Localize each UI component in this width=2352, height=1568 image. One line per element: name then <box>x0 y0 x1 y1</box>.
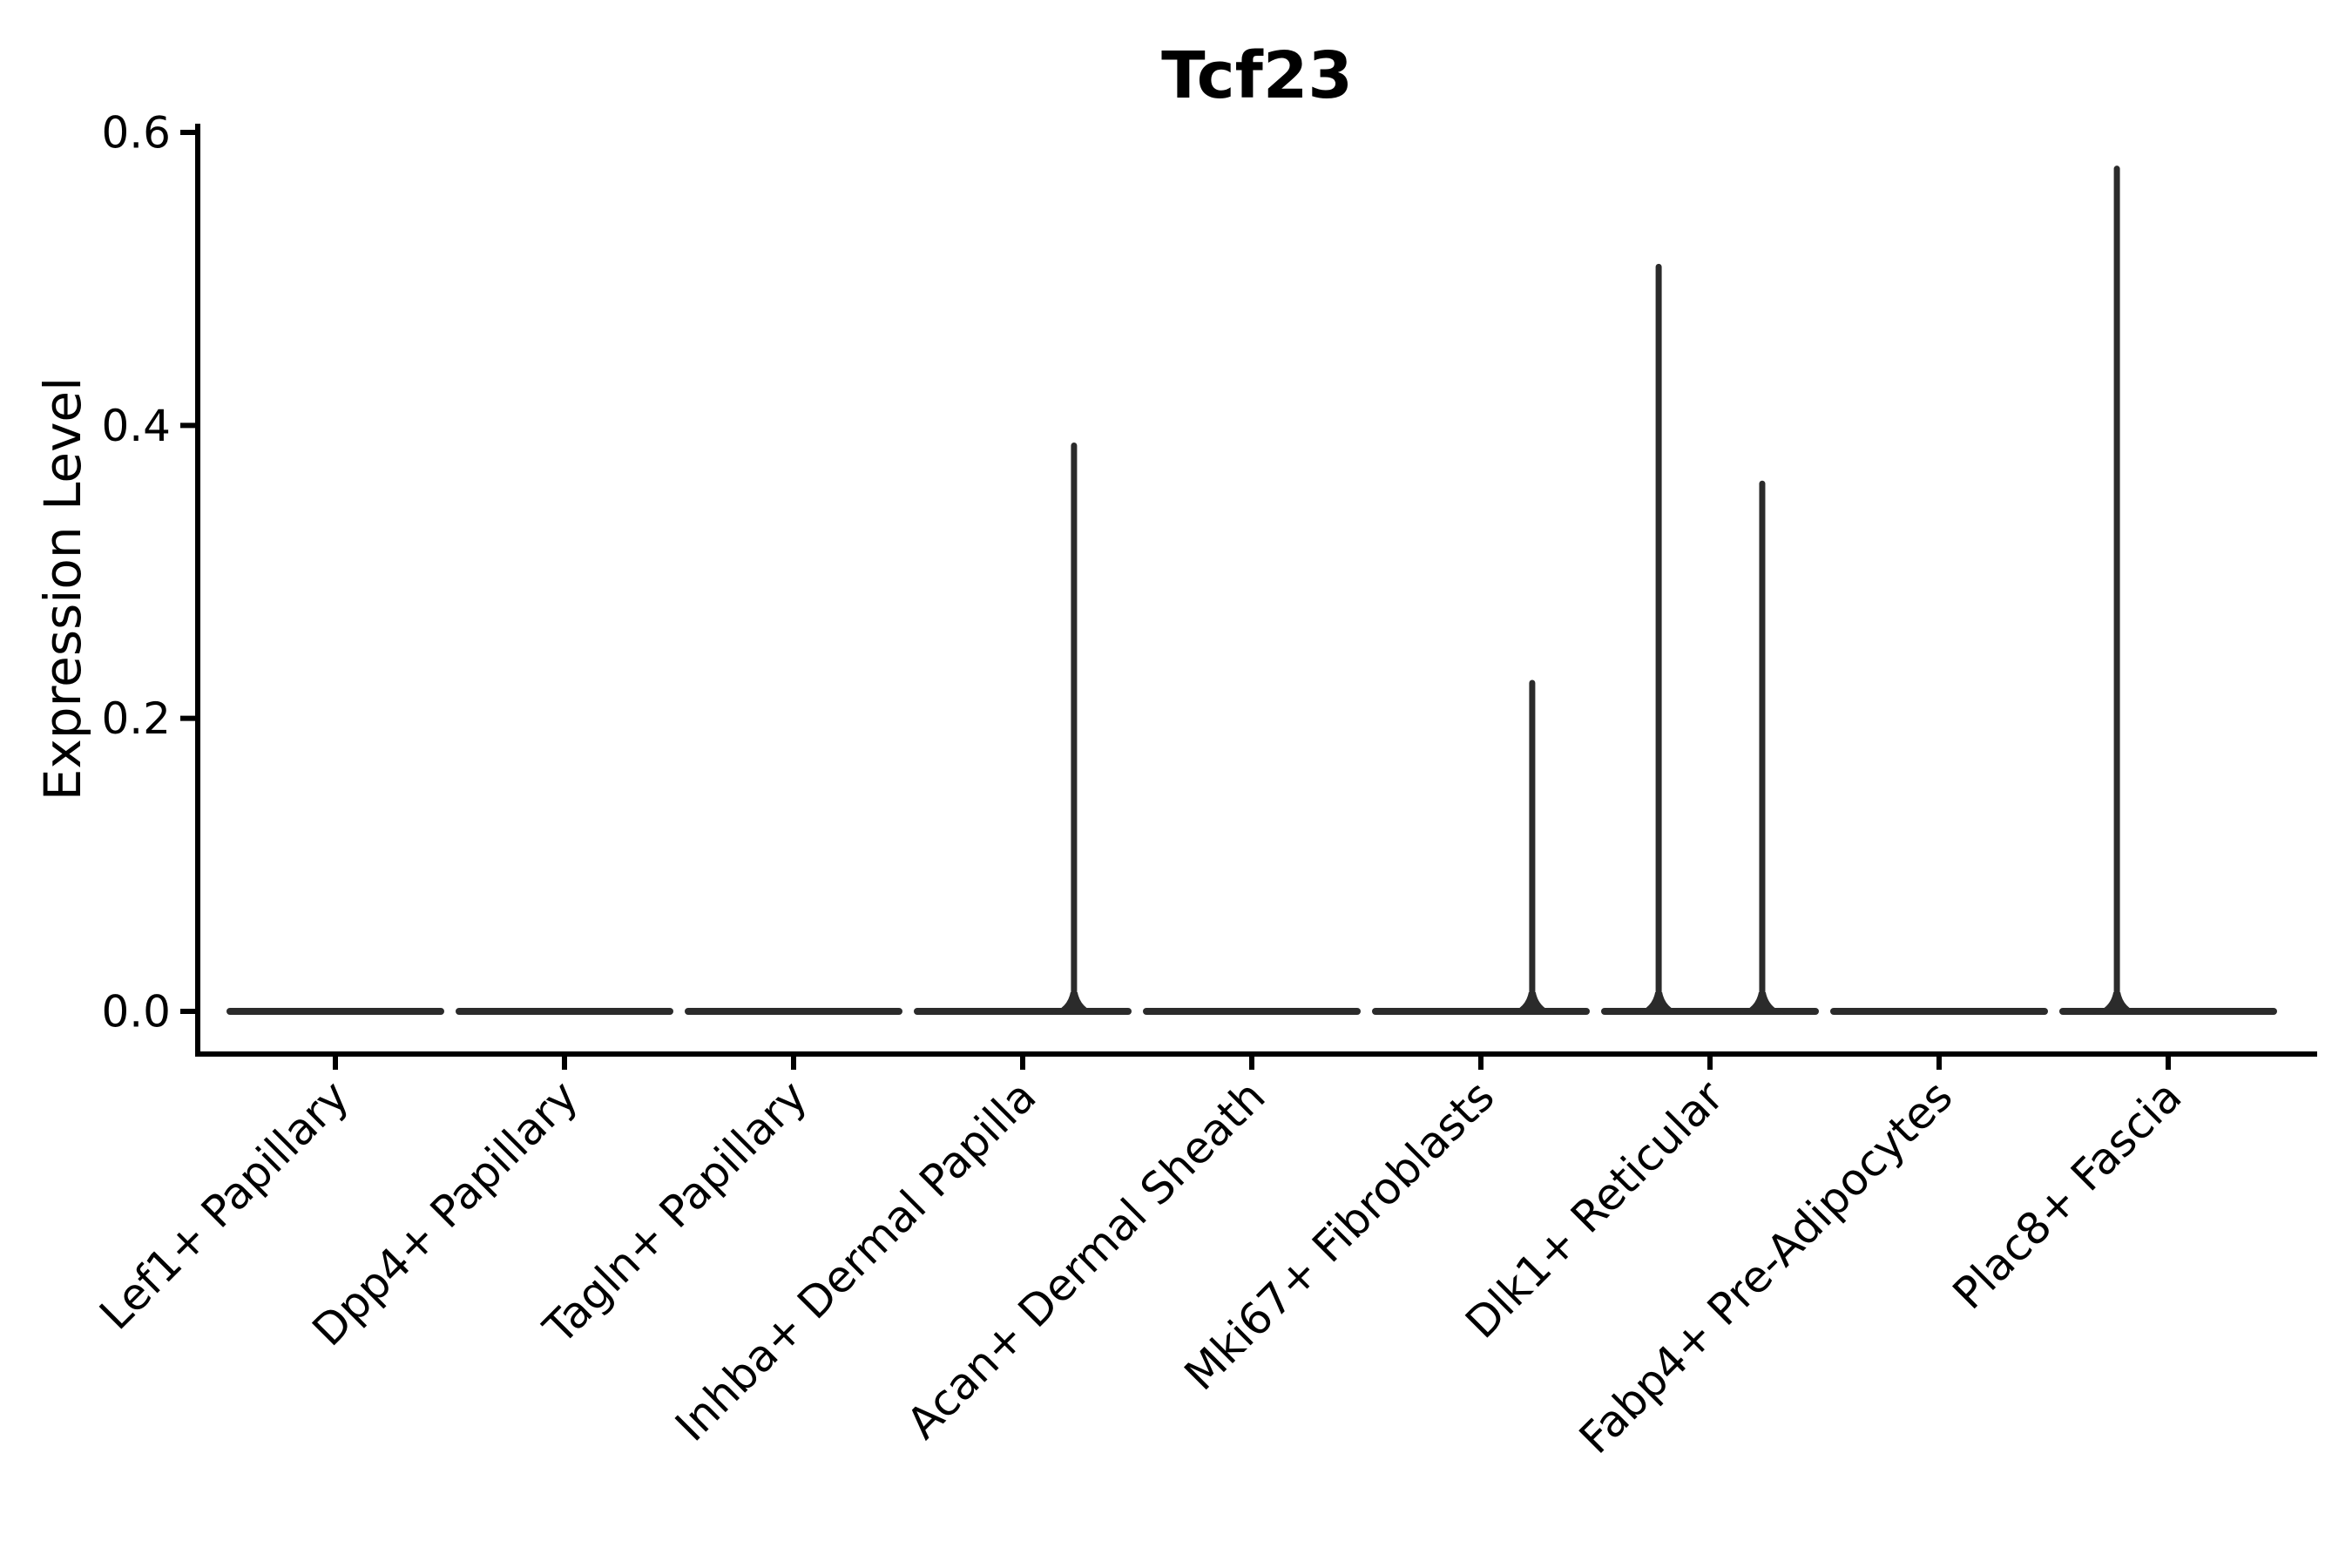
x-tick-label: Lef1+ Papillary <box>90 1071 358 1339</box>
violin-spike-foot <box>1045 992 1102 1014</box>
y-tick-label: 0.0 <box>101 987 171 1037</box>
violins <box>226 166 2277 1015</box>
y-tick-label: 0.2 <box>101 693 171 744</box>
violin-spike-foot <box>1504 992 1560 1014</box>
axis-spines <box>195 124 2317 1057</box>
violin-spike-foot <box>2089 992 2146 1014</box>
y-tick-label: 0.6 <box>101 108 171 159</box>
y-tick-label: 0.4 <box>101 401 171 451</box>
violin-spike-foot <box>1631 992 1687 1014</box>
plot-title: Tcf23 <box>1161 38 1353 113</box>
x-tick-label: Fabp4+ Pre-Adipocytes <box>1570 1071 1963 1463</box>
x-tick-label: Plac8+ Fascia <box>1943 1071 2192 1319</box>
y-axis-label: Expression Level <box>33 377 92 801</box>
violin-spike-foot <box>1734 992 1790 1014</box>
